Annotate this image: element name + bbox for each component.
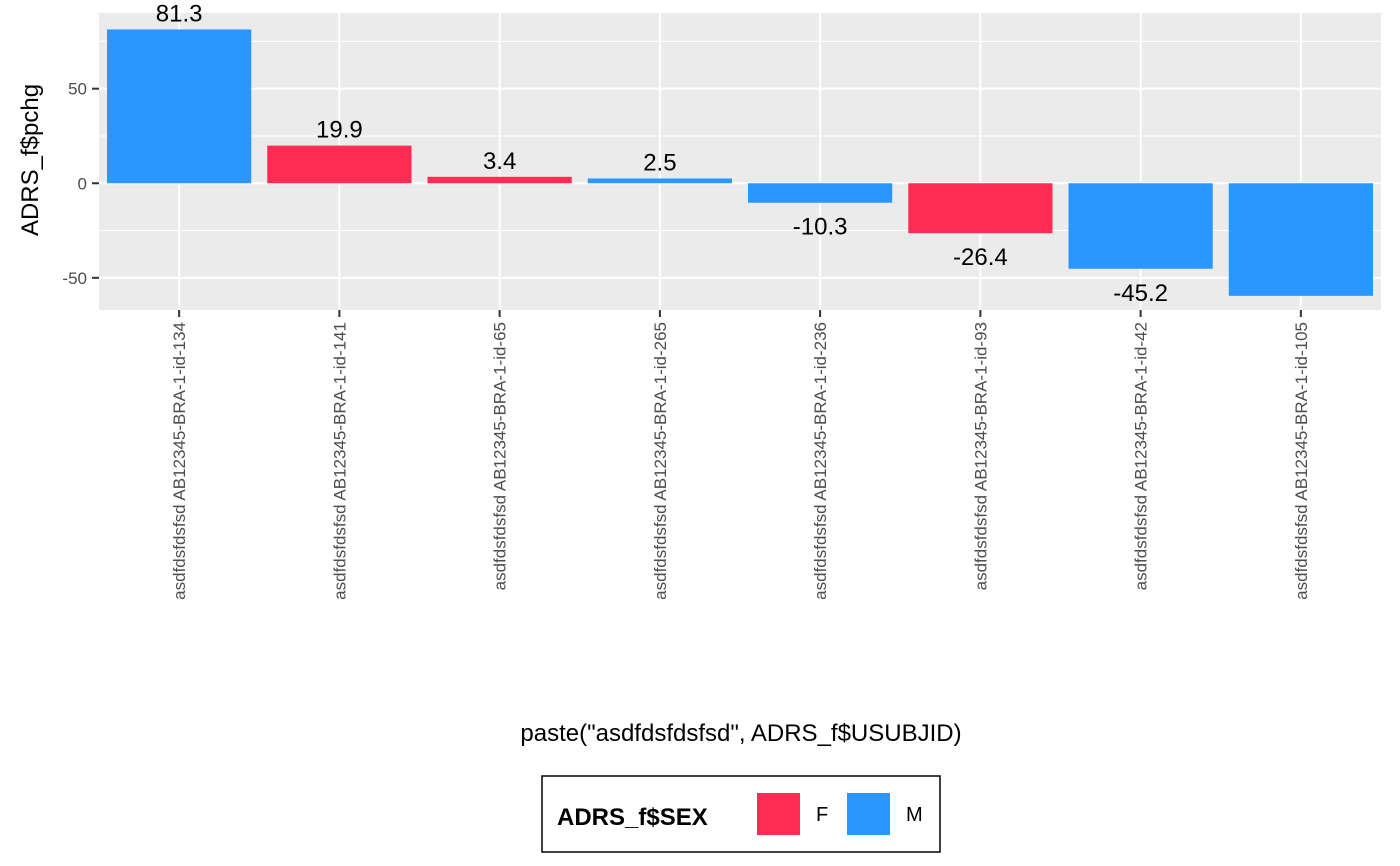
x-tick-label: asdfdsfdsfsd AB12345-BRA-1-id-265 [651,322,670,600]
legend-label-F: F [816,804,828,826]
data-label-7: -45.2 [1113,280,1168,307]
x-tick-label: asdfdsfdsfsd AB12345-BRA-1-id-236 [811,322,830,600]
x-axis: asdfdsfdsfsd AB12345-BRA-1-id-134 asdfdsf… [170,310,1311,600]
x-tick-label: asdfdsfdsfsd AB12345-BRA-1-id-105 [1292,322,1311,600]
bars [107,29,1373,296]
legend-label-M: M [906,804,923,826]
y-tick-label: -50 [62,269,87,288]
legend: ADRS_f$SEX F M [541,775,941,853]
data-labels: 81.3 19.9 3.4 2.5 -10.3 -26.4 -45.2 [156,0,1168,306]
bar-7 [1068,183,1213,269]
x-tick-label: asdfdsfdsfsd AB12345-BRA-1-id-42 [1132,322,1151,590]
data-label-2: 19.9 [316,117,363,144]
data-label-6: -26.4 [953,244,1008,271]
x-axis-title: paste("asdfdsfdsfsd", ADRS_f$USUBJID) [520,720,961,747]
data-label-1: 81.3 [156,0,203,27]
y-axis-title: ADRS_f$pchg [17,84,44,236]
legend-key-F [757,793,800,835]
y-axis: -50 0 50 [62,80,99,288]
legend-key-M [847,793,890,835]
x-tick-label: asdfdsfdsfsd AB12345-BRA-1-id-93 [971,322,990,590]
bar-8 [1228,183,1373,296]
x-tick-label: asdfdsfdsfsd AB12345-BRA-1-id-141 [330,322,349,600]
bar-6 [908,183,1053,234]
y-tick-label: 50 [68,80,87,99]
bar-3 [427,176,572,184]
bar-5 [748,183,893,203]
data-label-4: 2.5 [643,150,676,177]
x-tick-label: asdfdsfdsfsd AB12345-BRA-1-id-65 [491,322,510,590]
y-tick-label: 0 [78,174,87,193]
data-label-5: -10.3 [793,214,848,241]
x-tick-label: asdfdsfdsfsd AB12345-BRA-1-id-134 [170,322,189,600]
legend-title: ADRS_f$SEX [557,804,708,831]
bar-2 [267,145,412,184]
data-label-3: 3.4 [483,148,516,175]
bar-1 [107,29,252,184]
bar-4 [587,178,732,184]
